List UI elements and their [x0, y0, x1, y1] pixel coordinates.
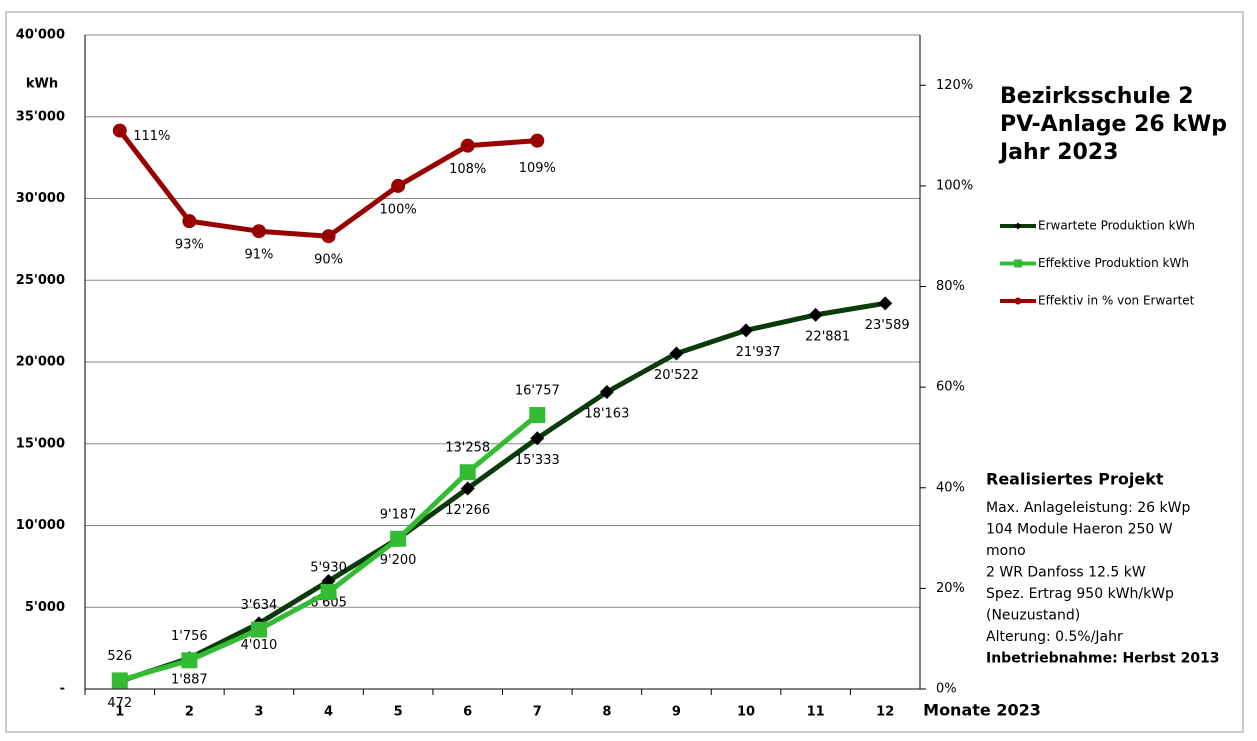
- point: [460, 138, 475, 153]
- info-line: Max. Anlageleistung: 26 kWp: [986, 500, 1190, 516]
- point: [320, 584, 337, 601]
- point: [460, 481, 475, 496]
- y-tick-label: 15'000: [16, 436, 65, 451]
- point: [182, 214, 197, 229]
- y2-tick-label: 120%: [936, 78, 973, 93]
- info-line: 2 WR Danfoss 12.5 kW: [986, 565, 1146, 581]
- x-tick-label: 3: [254, 705, 263, 720]
- info-line: Alterung: 0.5%/Jahr: [986, 629, 1123, 645]
- x-axis-label: Monate 2023: [923, 701, 1041, 720]
- info-line: mono: [986, 543, 1026, 559]
- x-tick-label: 11: [807, 705, 825, 720]
- data-label: 472: [107, 696, 132, 711]
- data-label: 21'937: [736, 345, 781, 360]
- data-label: 100%: [380, 202, 417, 217]
- legend-label: Effektiv in % von Erwartet: [1038, 294, 1195, 308]
- y-tick-label: 35'000: [16, 109, 65, 124]
- point: [530, 431, 545, 446]
- x-tick-label: 8: [602, 705, 611, 720]
- y2-tick-label: 20%: [936, 581, 965, 596]
- data-label: 1'887: [171, 673, 208, 688]
- data-label: 111%: [133, 129, 170, 144]
- x-tick-label: 1: [115, 705, 124, 720]
- data-label: 109%: [519, 161, 556, 176]
- legend-label: Erwartete Produktion kWh: [1038, 219, 1195, 233]
- data-label: 15'333: [515, 453, 560, 468]
- data-label: 3'634: [241, 598, 278, 613]
- info-footer: Inbetriebnahme: Herbst 2013: [986, 651, 1220, 667]
- y2-tick-label: 0%: [936, 682, 957, 697]
- data-label: 16'757: [515, 384, 560, 399]
- y-tick-label: 30'000: [16, 191, 65, 206]
- data-label: 91%: [245, 248, 274, 263]
- point: [181, 652, 198, 669]
- info-line: Spez. Ertrag 950 kWh/kWp: [986, 586, 1174, 602]
- data-label: 23'589: [865, 318, 910, 333]
- data-label: 9'200: [380, 553, 417, 568]
- info-title: Realisiertes Projekt: [986, 470, 1164, 489]
- point: [529, 407, 546, 424]
- x-tick-label: 6: [463, 705, 472, 720]
- info-line: (Neuzustand): [986, 608, 1080, 624]
- point: [599, 385, 614, 400]
- point: [669, 346, 684, 361]
- legend-label: Effektive Produktion kWh: [1038, 256, 1189, 270]
- point: [112, 123, 127, 138]
- chart-title: PV-Anlage 26 kWp: [1000, 112, 1227, 137]
- point: [250, 621, 267, 638]
- info-line: 104 Module Haeron 250 W: [986, 522, 1173, 538]
- point: [739, 323, 754, 338]
- point: [321, 229, 336, 244]
- point: [1014, 297, 1022, 305]
- y-axis-label: kWh: [26, 77, 58, 92]
- y2-tick-label: 100%: [936, 178, 973, 193]
- chart-title: Bezirksschule 2: [1000, 84, 1194, 109]
- data-label: 526: [107, 649, 132, 664]
- y-tick-label: 20'000: [16, 355, 65, 370]
- x-tick-label: 2: [185, 705, 194, 720]
- point: [1014, 259, 1022, 268]
- point: [808, 307, 823, 322]
- point: [459, 464, 476, 481]
- data-label: 5'930: [310, 561, 347, 576]
- series-line: [119, 300, 886, 684]
- x-tick-label: 4: [324, 705, 333, 720]
- y2-tick-label: 60%: [936, 380, 965, 395]
- data-label: 20'522: [654, 368, 699, 383]
- x-tick-label: 5: [394, 705, 403, 720]
- x-tick-label: 10: [737, 705, 755, 720]
- x-tick-label: 9: [672, 705, 681, 720]
- point: [878, 296, 893, 311]
- data-label: 12'266: [445, 503, 490, 518]
- data-label: 90%: [314, 253, 343, 268]
- data-label: 22'881: [805, 329, 850, 344]
- y-tick-label: 5'000: [25, 600, 65, 615]
- point: [530, 133, 545, 148]
- y-tick-label: -: [60, 682, 65, 697]
- data-label: 108%: [449, 162, 486, 177]
- data-label: 93%: [175, 238, 204, 253]
- x-tick-label: 12: [876, 705, 894, 720]
- frame: [5, 11, 1244, 733]
- point: [390, 530, 407, 547]
- y2-tick-label: 40%: [936, 480, 965, 495]
- data-label: 13'258: [445, 441, 490, 456]
- y-tick-label: 25'000: [16, 273, 65, 288]
- data-label: 9'187: [380, 507, 417, 522]
- point: [391, 178, 406, 193]
- data-label: 18'163: [584, 407, 629, 422]
- x-tick-label: 7: [533, 705, 542, 720]
- point: [111, 672, 128, 689]
- data-label: 4'010: [241, 638, 278, 653]
- point: [1014, 222, 1022, 230]
- y-tick-label: 40'000: [16, 28, 65, 43]
- point: [251, 224, 266, 239]
- chart-title: Jahr 2023: [998, 140, 1118, 165]
- data-label: 1'756: [171, 629, 208, 644]
- y-tick-label: 10'000: [16, 518, 65, 533]
- y2-tick-label: 80%: [936, 279, 965, 294]
